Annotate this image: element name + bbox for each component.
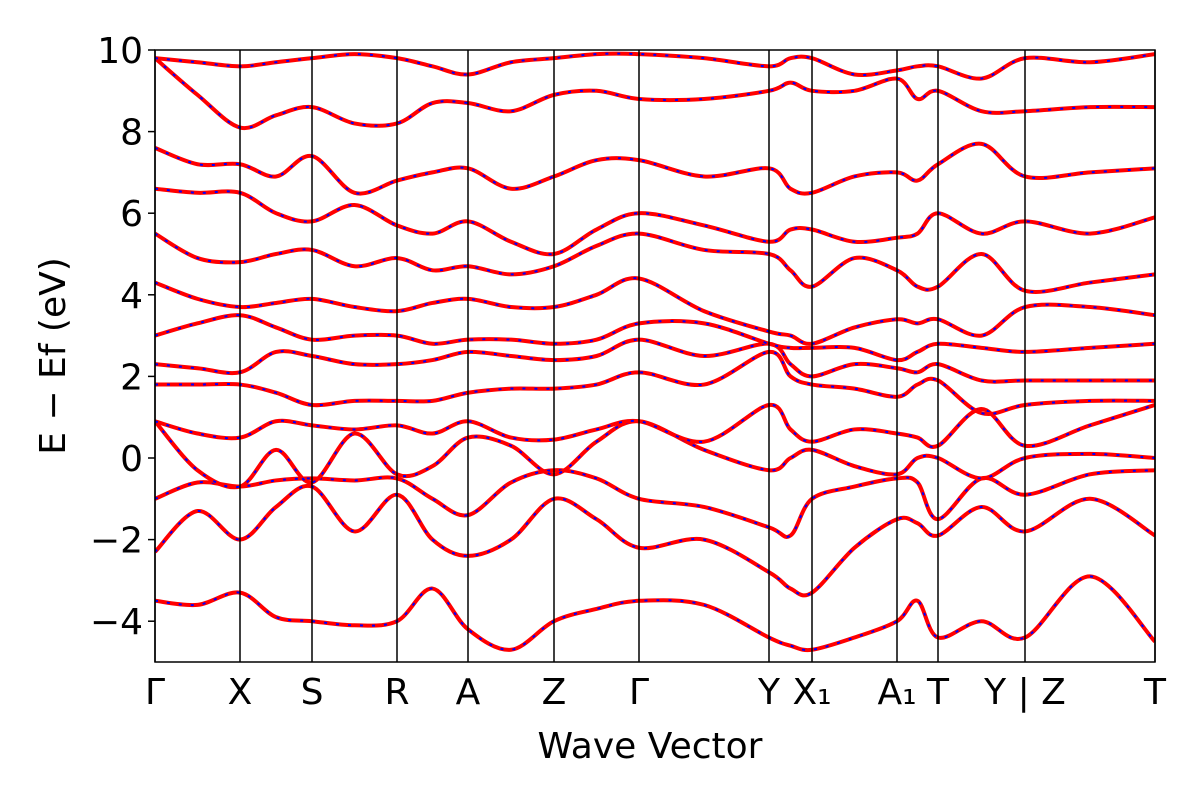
x-tick-label: A₁ [877,672,916,713]
band-overlay [155,469,1155,538]
y-tick-label: 8 [120,113,143,154]
y-tick-label: 6 [120,194,143,235]
y-tick-label: −2 [90,521,143,562]
y-tick-label: −4 [90,602,143,643]
band-overlay [155,187,1155,256]
band-overlay [155,142,1155,195]
x-tick-label: T [1143,672,1167,713]
band-line [155,574,1155,653]
x-tick-label: Z [542,672,567,713]
x-tick-label: X₁ [792,672,831,713]
y-tick-label: 2 [120,357,143,398]
x-tick-label: T [926,672,950,713]
band-overlay [155,277,1155,345]
x-tick-label: R [384,672,409,713]
band-overlay [155,314,1155,362]
y-axis-label: E − Ef (eV) [33,257,74,455]
band-line [155,51,1155,81]
band-line [155,276,1155,346]
y-tick-label: 4 [120,276,143,317]
x-tick-label: Γ [629,672,649,713]
x-tick-label: Γ [145,672,165,713]
bands [155,51,1155,653]
band-overlay [155,575,1155,652]
x-tick-label: S [301,672,324,713]
x-tick-label: A [456,672,481,713]
y-tick-label: 10 [97,31,143,72]
y-tick-label: 0 [120,439,143,480]
band-overlay [155,232,1155,293]
x-tick-label: X [228,672,253,713]
plot-frame [154,49,1156,663]
x-axis-label: Wave Vector [538,726,763,767]
band-line [155,141,1155,196]
x-tick-label: Y | Z [983,672,1066,713]
x-tick-label: Y [757,672,781,713]
band-overlay [155,403,1155,448]
